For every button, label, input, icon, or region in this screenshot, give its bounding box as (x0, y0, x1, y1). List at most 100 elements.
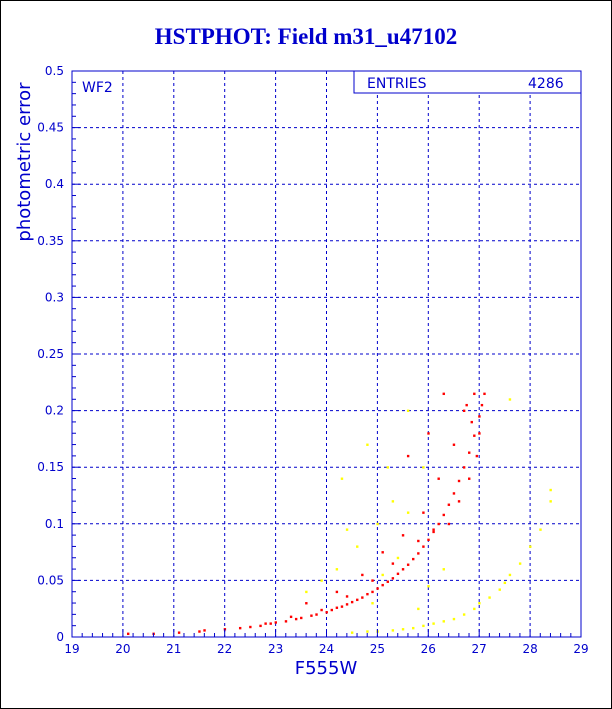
data-point (381, 551, 384, 554)
x-tick-label: 20 (115, 642, 130, 656)
x-tick-label: 23 (268, 642, 283, 656)
x-tick-label: 19 (64, 642, 79, 656)
y-tick-label: 0.5 (45, 64, 64, 78)
data-point (462, 409, 466, 412)
stats-box: ENTRIES 4286 (353, 70, 582, 94)
data-point (478, 602, 481, 605)
data-point (294, 617, 298, 621)
data-point (340, 477, 344, 480)
data-point (422, 466, 425, 469)
data-point (350, 600, 354, 604)
data-point (305, 602, 308, 605)
data-point (300, 616, 303, 620)
axis-ticks: 19 20 21 22 23 24 25 26 27 28 29 0 0.05 0.1 0.15 0.2 0.2… (37, 64, 588, 656)
x-tick-label: 25 (370, 642, 385, 656)
data-point (412, 626, 415, 630)
data-point (539, 528, 542, 531)
stats-label: ENTRIES (367, 76, 427, 92)
data-point (401, 628, 405, 631)
data-point (345, 603, 349, 606)
x-tick-label: 26 (421, 642, 436, 656)
data-point (406, 511, 410, 514)
data-point (376, 522, 379, 526)
panel-label: WF2 (82, 80, 113, 96)
data-point (310, 614, 313, 617)
data-point (320, 579, 323, 582)
y-axis-label: photometric error (14, 82, 35, 242)
data-point (305, 590, 308, 594)
data-point (259, 624, 262, 628)
x-tick-label: 29 (573, 642, 588, 656)
x-axis-label: F555W (295, 658, 358, 679)
data-point (465, 403, 468, 407)
data-point (442, 392, 445, 396)
data-point (391, 562, 395, 565)
data-point (457, 479, 461, 483)
data-point (315, 613, 318, 616)
data-point (483, 392, 486, 396)
data-point (366, 443, 369, 446)
y-tick-label: 0.05 (37, 573, 64, 587)
data-point (475, 454, 479, 458)
data-point (422, 545, 425, 548)
data-point (473, 607, 476, 611)
y-tick-label: 0.2 (45, 404, 64, 418)
chart-title: HSTPHOT: Field m31_u47102 (154, 24, 458, 49)
data-point (401, 534, 405, 537)
data-point (427, 538, 430, 542)
data-point (345, 528, 349, 531)
data-point (508, 398, 512, 401)
data-point (549, 500, 552, 503)
data-point (432, 528, 435, 531)
data-point (427, 585, 430, 588)
y-tick-label: 0 (56, 630, 64, 644)
data-point (518, 562, 522, 565)
data-point (391, 629, 395, 632)
data-point (284, 620, 288, 623)
data-point (350, 631, 354, 634)
y-tick-label: 0.3 (45, 290, 64, 304)
data-point (468, 477, 471, 480)
data-point (396, 556, 400, 560)
data-point (452, 443, 456, 446)
data-point (422, 624, 425, 628)
data-point (432, 622, 435, 625)
data-points (126, 392, 552, 636)
data-point (274, 621, 277, 624)
data-point (381, 583, 384, 587)
data-point (447, 522, 451, 526)
data-point (238, 626, 242, 630)
data-point (391, 500, 395, 503)
data-point (488, 596, 491, 599)
x-tick-label: 22 (217, 642, 232, 656)
data-point (335, 590, 339, 594)
data-point (340, 605, 344, 608)
data-point (462, 466, 466, 469)
y-tick-label: 0.35 (37, 234, 64, 248)
data-point (478, 415, 481, 418)
data-point (391, 577, 395, 580)
y-tick-label: 0.1 (45, 517, 64, 531)
data-point (457, 500, 461, 503)
x-tick-label: 21 (166, 642, 181, 656)
x-tick-label: 28 (522, 642, 537, 656)
data-point (437, 522, 440, 526)
data-point (361, 573, 364, 577)
data-point (406, 563, 410, 566)
data-point (371, 590, 374, 594)
data-point (356, 598, 359, 602)
data-point (473, 434, 476, 437)
data-point (452, 617, 456, 621)
data-point (335, 606, 339, 609)
data-point (381, 573, 384, 577)
data-point (442, 568, 445, 571)
data-point (422, 511, 425, 514)
y-tick-label: 0.4 (45, 177, 64, 191)
data-point (417, 607, 420, 611)
data-point (498, 588, 501, 591)
data-point (503, 581, 507, 585)
data-point (470, 420, 473, 424)
data-point (462, 613, 466, 616)
data-point (366, 630, 369, 633)
